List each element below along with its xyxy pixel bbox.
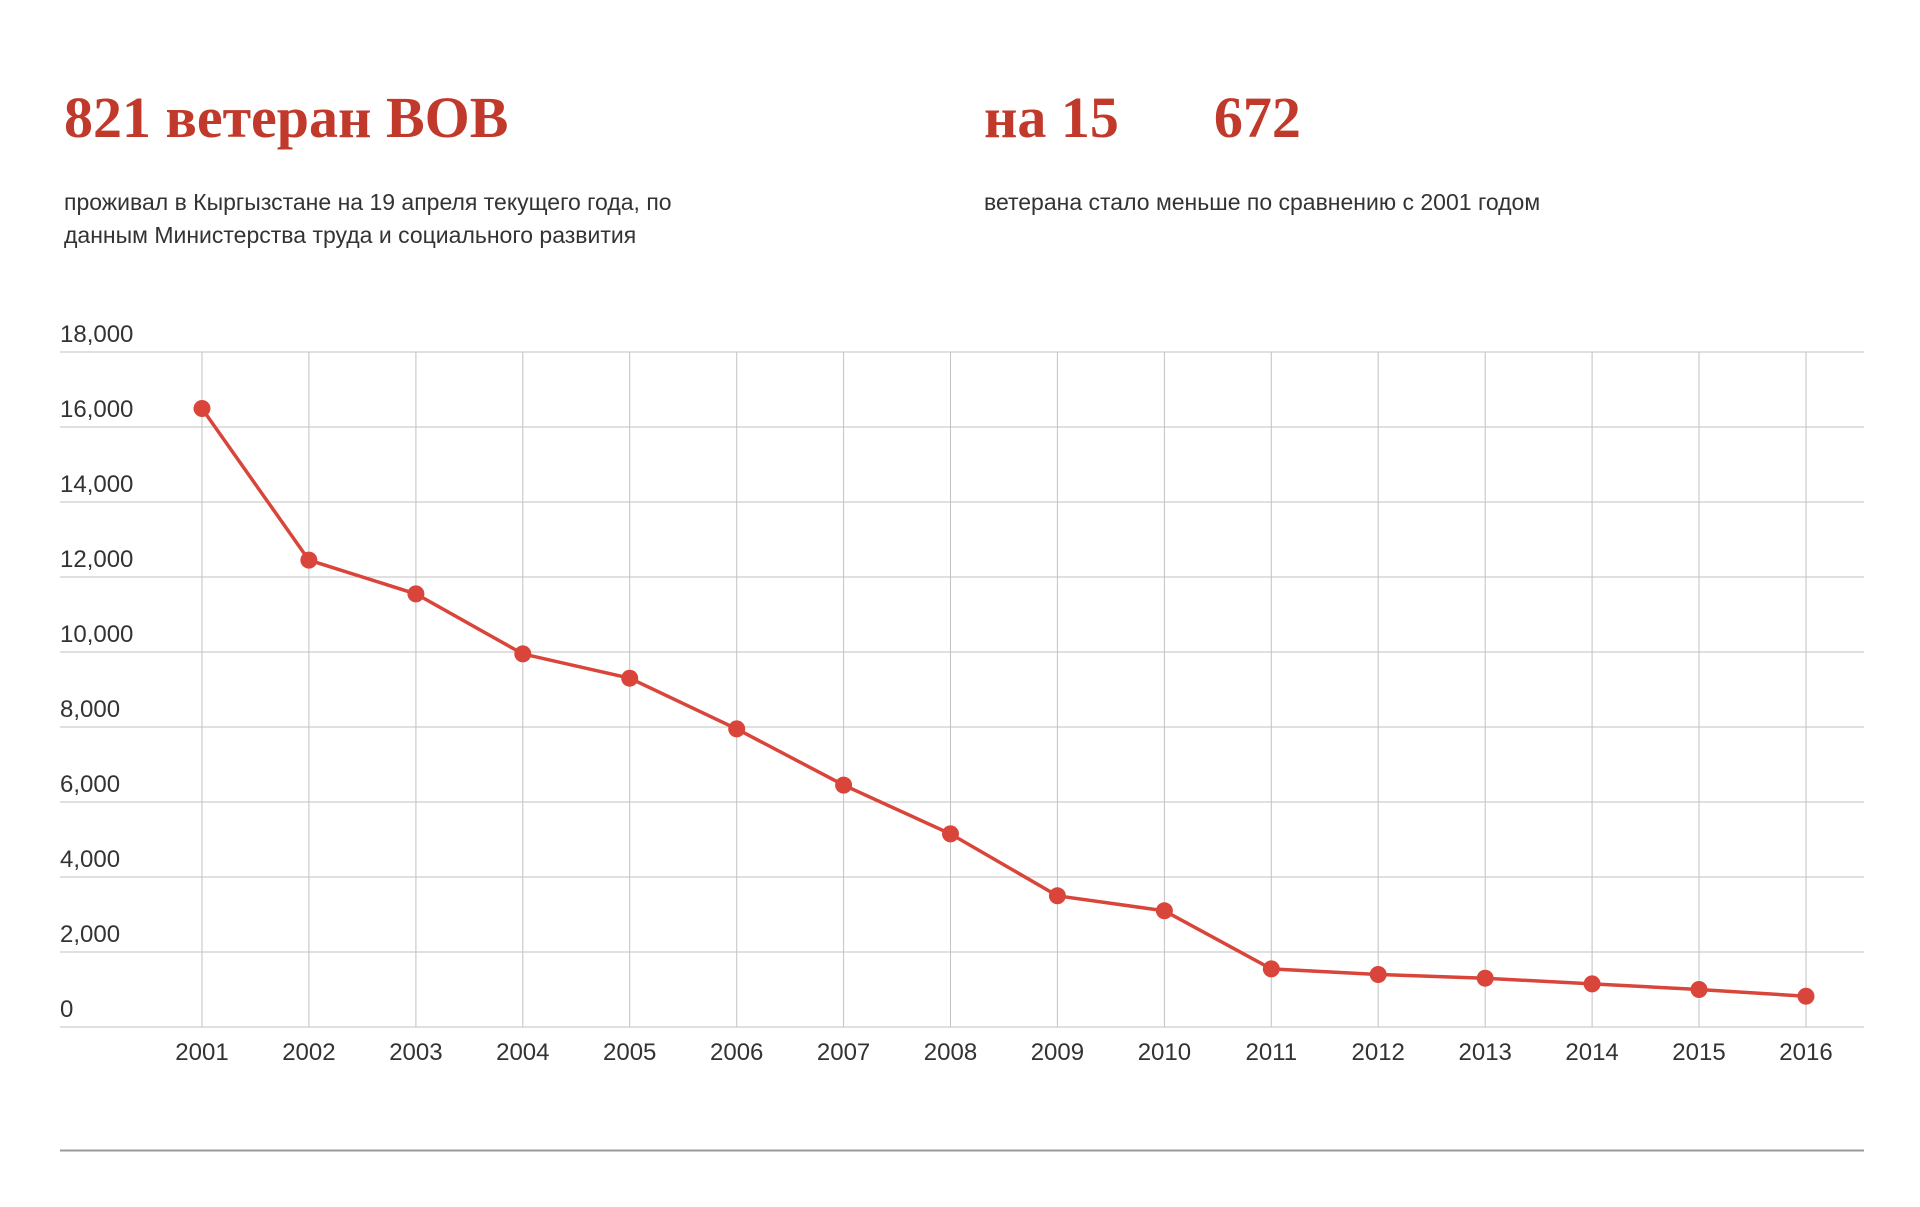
svg-text:2005: 2005 bbox=[603, 1039, 656, 1066]
svg-text:2012: 2012 bbox=[1352, 1039, 1405, 1066]
svg-text:2007: 2007 bbox=[817, 1039, 870, 1066]
svg-text:10,000: 10,000 bbox=[60, 621, 133, 648]
svg-text:2008: 2008 bbox=[924, 1039, 977, 1066]
svg-text:2003: 2003 bbox=[389, 1039, 442, 1066]
svg-text:14,000: 14,000 bbox=[60, 471, 133, 498]
svg-text:2009: 2009 bbox=[1031, 1039, 1084, 1066]
svg-text:6,000: 6,000 bbox=[60, 771, 120, 798]
svg-text:2,000: 2,000 bbox=[60, 921, 120, 948]
svg-text:2002: 2002 bbox=[282, 1039, 335, 1066]
svg-text:8,000: 8,000 bbox=[60, 696, 120, 723]
svg-text:2015: 2015 bbox=[1672, 1039, 1725, 1066]
svg-text:2016: 2016 bbox=[1779, 1039, 1832, 1066]
svg-text:18,000: 18,000 bbox=[60, 321, 133, 348]
svg-text:2010: 2010 bbox=[1138, 1039, 1191, 1066]
svg-text:2004: 2004 bbox=[496, 1039, 549, 1066]
svg-text:2014: 2014 bbox=[1565, 1039, 1618, 1066]
svg-text:2006: 2006 bbox=[710, 1039, 763, 1066]
svg-text:2013: 2013 bbox=[1459, 1039, 1512, 1066]
svg-text:12,000: 12,000 bbox=[60, 546, 133, 573]
svg-text:4,000: 4,000 bbox=[60, 846, 120, 873]
svg-text:2001: 2001 bbox=[175, 1039, 228, 1066]
svg-text:2011: 2011 bbox=[1245, 1039, 1297, 1066]
svg-text:0: 0 bbox=[60, 996, 73, 1023]
svg-text:16,000: 16,000 bbox=[60, 396, 133, 423]
